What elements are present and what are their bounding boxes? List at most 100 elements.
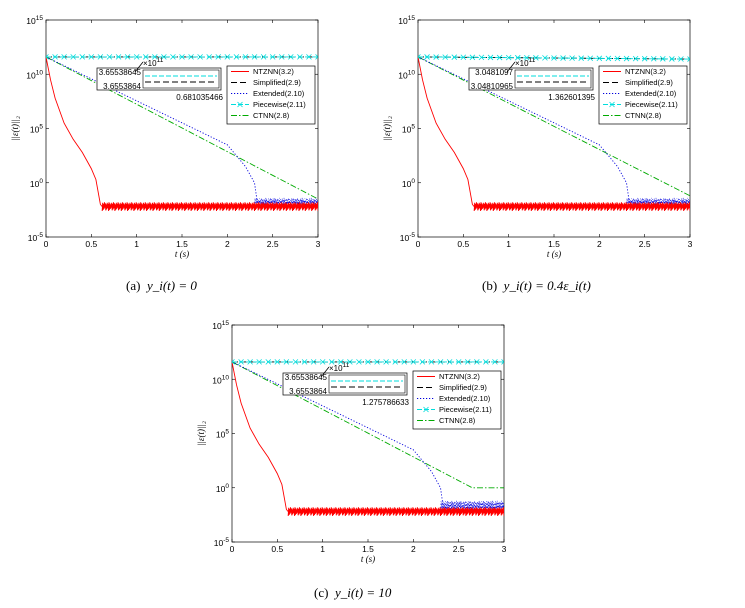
y-tick-label: 10-5 xyxy=(400,232,416,243)
inset-plot xyxy=(328,374,406,394)
series-NTZNN(3.2)-noise-band xyxy=(473,202,690,212)
legend-label: Piecewise(2.11) xyxy=(253,100,306,109)
series-marker xyxy=(142,54,149,60)
x-tick-label: 2 xyxy=(411,544,416,554)
caption-c-prefix: (c) xyxy=(314,585,329,600)
series-marker xyxy=(410,359,417,365)
series-NTZNN(3.2)-noise-band xyxy=(287,507,504,517)
legend-label: Simplified(2.9) xyxy=(625,78,673,87)
series-marker xyxy=(660,56,666,62)
series-marker xyxy=(678,56,684,62)
series-marker xyxy=(242,54,249,60)
y-tick-label: 1015 xyxy=(212,320,229,331)
series-marker xyxy=(315,54,318,60)
series-marker xyxy=(596,55,603,62)
series-marker xyxy=(623,55,630,62)
series-marker xyxy=(70,54,76,60)
legend-label: Extended(2.10) xyxy=(253,89,305,98)
series-marker xyxy=(288,54,294,60)
series-marker xyxy=(356,359,362,365)
x-tick-label: 0.5 xyxy=(271,544,283,554)
inset-upper-value: 3.65538645 xyxy=(285,373,328,382)
x-tick-label: 1.5 xyxy=(176,239,188,249)
caption-c-math: y_i(t) = 10 xyxy=(334,585,392,600)
series-marker xyxy=(587,55,594,62)
legend-label: Simplified(2.9) xyxy=(253,78,301,87)
inset-upper-value: 3.65538645 xyxy=(99,68,142,77)
series-marker xyxy=(306,54,312,60)
chart-panel-b: 0 0.5 1 1.5 2 2.5 3 10-5 100 105 1010 1015 t (s) ||ε(… xyxy=(372,0,745,300)
series-marker xyxy=(115,54,122,60)
legend-label: Piecewise(2.11) xyxy=(625,100,678,109)
x-tick-label: 2.5 xyxy=(453,544,465,554)
legend-label: CTNN(2.8) xyxy=(625,111,662,120)
x-tick-label: 0 xyxy=(416,239,421,249)
series-marker xyxy=(319,359,326,365)
x-axis-label: t (s) xyxy=(547,249,561,259)
inset-time-label: 1.362601395 xyxy=(548,93,595,102)
series-marker xyxy=(451,54,458,60)
series-marker xyxy=(247,359,253,365)
series-marker xyxy=(419,359,426,365)
series-marker xyxy=(392,359,398,365)
x-tick-label: 0 xyxy=(44,239,49,249)
inset-plot xyxy=(514,69,592,89)
series-marker xyxy=(46,54,49,60)
series-marker xyxy=(428,359,435,365)
series-marker xyxy=(478,54,485,61)
caption-a-prefix: (a) xyxy=(126,278,141,293)
series-marker xyxy=(256,359,262,365)
x-tick-label: 1.5 xyxy=(362,544,374,554)
series-marker xyxy=(487,54,494,61)
y-tick-label: 10-5 xyxy=(28,232,44,243)
series-marker xyxy=(301,359,308,365)
x-axis-label: t (s) xyxy=(175,249,189,259)
series-Extended(2.10)-noise-band xyxy=(440,500,504,514)
x-tick-label: 3 xyxy=(316,239,321,249)
series-marker xyxy=(197,54,203,60)
x-tick-label: 3 xyxy=(502,544,507,554)
inset-time-label: 0.681035466 xyxy=(176,93,223,102)
series-marker xyxy=(283,359,290,365)
chart-c: 0 0.5 1 1.5 2 2.5 3 10-5 100 105 1010 1015 t (s) ||ε(… xyxy=(196,320,507,564)
series-marker xyxy=(124,54,131,60)
legend-label: CTNN(2.8) xyxy=(253,111,290,120)
series-marker xyxy=(446,359,453,365)
plot-area xyxy=(45,19,319,238)
legend-label: NTZNN(3.2) xyxy=(439,372,480,381)
x-tick-label: 1 xyxy=(134,239,139,249)
series-line xyxy=(418,56,690,208)
series-marker xyxy=(365,359,371,365)
series-marker xyxy=(437,359,444,365)
series-marker xyxy=(328,359,335,365)
series-marker xyxy=(106,54,113,60)
series-marker xyxy=(605,55,612,62)
series-marker xyxy=(687,56,690,62)
x-tick-label: 1 xyxy=(506,239,511,249)
legend-label: Extended(2.10) xyxy=(625,89,677,98)
legend-box xyxy=(412,370,502,430)
series-marker xyxy=(383,359,389,365)
plot-series-group xyxy=(418,54,690,212)
series-marker xyxy=(514,54,521,61)
chart-a: 0 0.5 1 1.5 2 2.5 3 10-5 100 105 1010 1015 t (s) ||ε(… xyxy=(10,15,321,259)
series-marker xyxy=(464,359,471,365)
y-tick-label: 100 xyxy=(402,178,415,189)
legend-label: Extended(2.10) xyxy=(439,394,491,403)
series-line xyxy=(232,361,504,513)
series-marker xyxy=(251,54,258,60)
inset-time-label: 1.275786633 xyxy=(362,398,409,407)
series-marker xyxy=(269,54,276,60)
series-marker xyxy=(669,56,675,62)
y-tick-label: 100 xyxy=(216,483,229,494)
series-NTZNN(3.2)-noise-band xyxy=(101,202,318,212)
x-tick-label: 0.5 xyxy=(85,239,97,249)
series-marker xyxy=(542,55,548,61)
series-marker xyxy=(551,55,557,61)
y-tick-label: 100 xyxy=(30,178,43,189)
series-marker xyxy=(274,359,281,365)
x-tick-label: 3 xyxy=(688,239,693,249)
x-tick-label: 1.5 xyxy=(548,239,560,249)
legend-label: NTZNN(3.2) xyxy=(253,67,294,76)
legend-label: Piecewise(2.11) xyxy=(439,405,492,414)
